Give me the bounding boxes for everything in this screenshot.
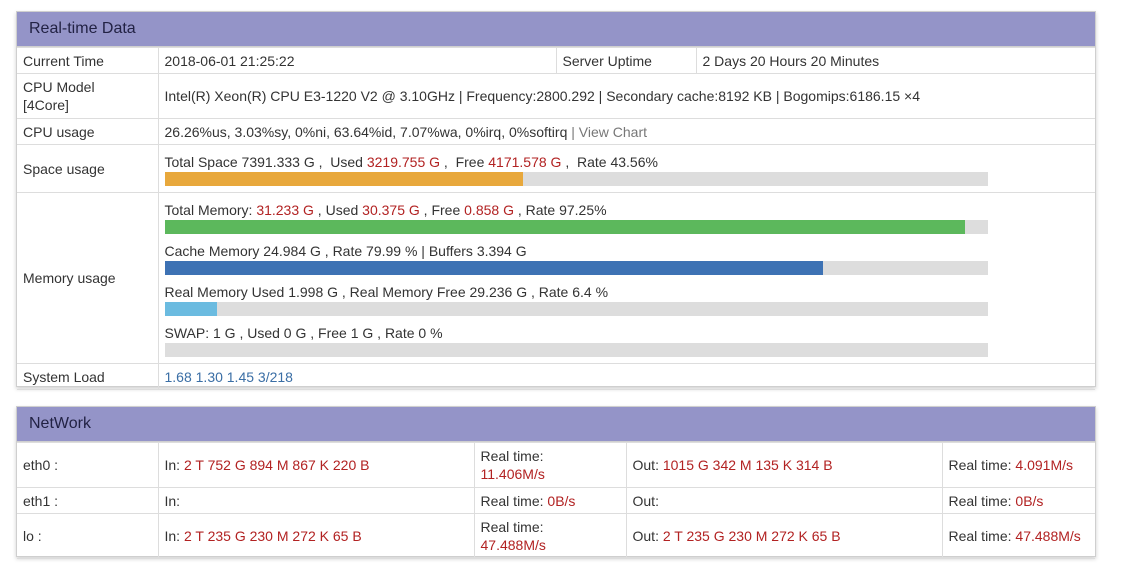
row-space-usage: Space usage Total Space 7391.333 G , Use… [17,144,1095,193]
network-row-lo: lo : In: 2 T 235 G 230 M 272 K 65 B Real… [17,513,1095,559]
real-memory-text: Real Memory Used 1.998 G , Real Memory F… [164,283,609,300]
memory-total-value: 31.233 G [256,201,314,218]
realtime-label: Real time: [480,519,544,535]
in-realtime-value: 11.406M/s [480,466,545,482]
out-realtime-value: 0B/s [1015,492,1044,509]
space-used-value: 3219.755 G [366,153,441,170]
memory-usage-label: Memory usage [17,192,159,364]
cpu-model-value: Intel(R) Xeon(R) CPU E3-1220 V2 @ 3.10GH… [157,73,1095,119]
memory-total-text: Total Memory: 31.233 G , Used 30.375 G ,… [165,200,1090,220]
row-cpu-model: CPU Model [4Core] Intel(R) Xeon(R) CPU E… [17,73,1095,119]
memory-usage-bar [164,219,988,234]
interface-in: In: [157,487,475,514]
cpu-model-label: CPU Model [4Core] [17,73,159,119]
row-system-load: System Load 1.68 1.30 1.45 3/218 [17,363,1095,390]
realtime-title: Real-time Data [17,12,1095,47]
network-title: NetWork [17,407,1095,442]
realtime-label: Real time: [480,492,548,509]
cache-memory-bar [164,260,988,275]
out-label: Out: [632,457,663,473]
interface-in-realtime: Real time: 11.406M/s [473,442,627,488]
realtime-label: Real time: [948,457,1016,473]
interface-out: Out: [625,487,943,514]
in-label: In: [164,492,184,509]
network-panel: NetWork eth0 : In: 2 T 752 G 894 M 867 K… [16,406,1096,559]
current-time-label: Current Time [17,47,159,74]
interface-in-realtime: Real time: 47.488M/s [473,513,627,559]
out-value: 1015 G 342 M 135 K 314 B [662,457,833,473]
interface-out-realtime: Real time: 0B/s [941,487,1095,514]
interface-in: In: 2 T 235 G 230 M 272 K 65 B [157,513,475,559]
memory-total-prefix: Total Memory: [164,201,257,218]
real-memory-bar [164,301,988,316]
out-label: Out: [632,528,663,544]
system-load-label: System Load [17,363,159,390]
in-label: In: [164,457,184,473]
realtime-label: Real time: [480,448,544,464]
space-rate-text: , Rate 43.56% [561,153,658,170]
interface-name: eth1 : [17,487,159,514]
space-free-value: 4171.578 G [488,153,562,170]
space-usage-cell: Total Space 7391.333 G , Used 3219.755 G… [157,144,1095,193]
network-row-eth0: eth0 : In: 2 T 752 G 894 M 867 K 220 B R… [17,442,1095,488]
memory-free-prefix: , Free [419,201,465,218]
swap-text: SWAP: 1 G , Used 0 G , Free 1 G , Rate 0… [164,324,443,341]
realtime-panel: Real-time Data Current Time 2018-06-01 2… [16,11,1096,390]
memory-usage-cell: Total Memory: 31.233 G , Used 30.375 G ,… [157,192,1095,364]
in-label: In: [164,528,184,544]
interface-out-realtime: Real time: 47.488M/s [941,513,1095,559]
cpu-usage-separator: | [567,123,579,140]
interface-out: Out: 2 T 235 G 230 M 272 K 65 B [625,513,943,559]
in-realtime-value: 0B/s [547,492,576,509]
space-usage-label: Space usage [17,144,159,193]
in-value: 2 T 752 G 894 M 867 K 220 B [183,457,370,473]
out-value: 2 T 235 G 230 M 272 K 65 B [662,528,841,544]
cpu-usage-label: CPU usage [17,118,159,145]
space-usage-text: Total Space 7391.333 G , Used 3219.755 G… [165,152,1090,172]
network-row-eth1: eth1 : In: Real time: 0B/s Out: Real tim… [17,487,1095,514]
cpu-model-label-line2: [4Core] [23,97,69,113]
realtime-label: Real time: [948,528,1016,544]
cpu-usage-value: 26.26%us, 3.03%sy, 0%ni, 63.64%id, 7.07%… [157,118,1095,145]
row-cpu-usage: CPU usage 26.26%us, 3.03%sy, 0%ni, 63.64… [17,118,1095,145]
interface-name: eth0 : [17,442,159,488]
row-current-time: Current Time 2018-06-01 21:25:22 Server … [17,47,1095,74]
in-value: 2 T 235 G 230 M 272 K 65 B [183,528,362,544]
swap-bar [164,342,988,357]
memory-rate-text: , Rate 97.25% [513,201,607,218]
realtime-table: Current Time 2018-06-01 21:25:22 Server … [17,47,1095,390]
real-memory-bar-fill [164,301,218,316]
space-free-prefix: , Free [440,153,489,170]
out-realtime-value: 4.091M/s [1015,457,1074,473]
interface-out: Out: 1015 G 342 M 135 K 314 B [625,442,943,488]
system-load-value: 1.68 1.30 1.45 3/218 [157,363,1095,390]
uptime-label: Server Uptime [555,47,697,74]
network-table: eth0 : In: 2 T 752 G 894 M 867 K 220 B R… [17,442,1095,559]
uptime-value: 2 Days 20 Hours 20 Minutes [695,47,1095,74]
interface-out-realtime: Real time: 4.091M/s [941,442,1095,488]
space-usage-bar [164,171,988,186]
memory-free-value: 0.858 G [464,201,514,218]
interface-in-realtime: Real time: 0B/s [473,487,627,514]
current-time-value: 2018-06-01 21:25:22 [157,47,557,74]
memory-used-value: 30.375 G [362,201,420,218]
interface-name: lo : [17,513,159,559]
memory-used-prefix: , Used [313,201,363,218]
interface-in: In: 2 T 752 G 894 M 867 K 220 B [157,442,475,488]
out-label: Out: [632,492,663,509]
realtime-label: Real time: [948,492,1016,509]
space-total-text: Total Space 7391.333 G , Used [164,153,367,170]
in-realtime-value: 47.488M/s [480,537,546,553]
cpu-usage-text: 26.26%us, 3.03%sy, 0%ni, 63.64%id, 7.07%… [164,123,568,140]
cache-memory-bar-fill [164,260,823,275]
view-chart-link[interactable]: View Chart [578,123,647,140]
memory-usage-bar-fill [164,219,965,234]
out-realtime-value: 47.488M/s [1015,528,1081,544]
space-usage-bar-fill [164,171,523,186]
cache-memory-text: Cache Memory 24.984 G , Rate 79.99 % | B… [164,242,527,259]
cpu-model-label-line1: CPU Model [23,79,95,95]
row-memory-usage: Memory usage Total Memory: 31.233 G , Us… [17,192,1095,364]
